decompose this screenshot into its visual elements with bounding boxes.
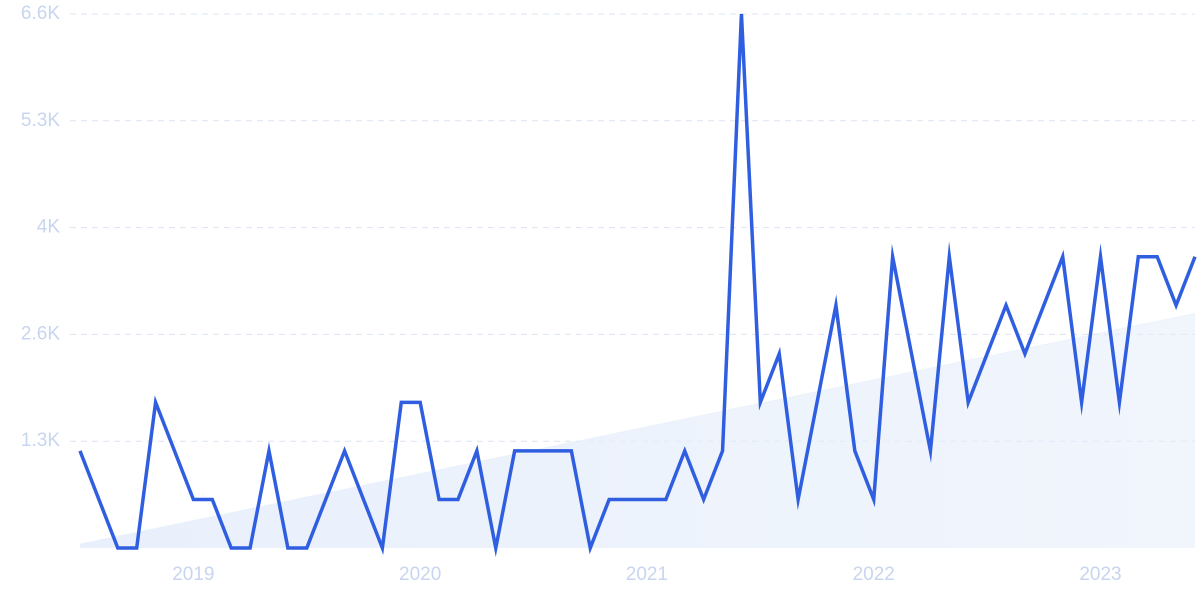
y-tick-label: 5.3K	[21, 110, 60, 131]
y-tick-label: 1.3K	[21, 430, 60, 451]
y-tick-label: 6.6K	[21, 3, 60, 24]
data-line	[78, 13, 1197, 558]
y-tick-label: 4K	[37, 217, 61, 238]
x-tick-label: 2021	[626, 564, 668, 585]
x-tick-label: 2023	[1079, 564, 1121, 585]
y-tick-label: 2.6K	[21, 323, 60, 344]
x-tick-label: 2019	[172, 564, 214, 585]
trend-area-edge	[79, 312, 1196, 545]
x-tick-label: 2020	[399, 564, 441, 585]
x-tick-label: 2022	[853, 564, 895, 585]
